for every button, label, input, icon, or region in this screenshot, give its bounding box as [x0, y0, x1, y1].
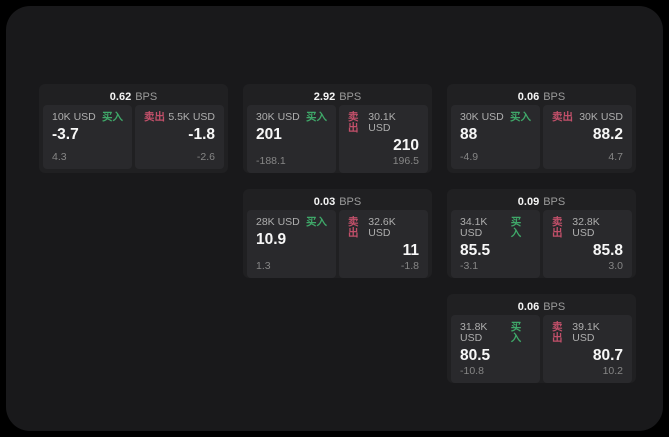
sell-price: -1.8	[188, 126, 215, 143]
buy-amount: 31.8K USD	[460, 321, 488, 344]
bps-unit-label: BPS	[339, 90, 362, 103]
sell-amount: 30K USD	[579, 111, 623, 123]
buy-sub-value: -188.1	[256, 155, 286, 167]
buy-sub-value: 4.3	[52, 151, 67, 163]
sell-sub-value: 196.5	[392, 155, 419, 167]
buy-price: 80.5	[460, 347, 491, 364]
buy-sell-panels: 34.1K USD 买入 85.5 -3.1 卖出 32.8K USD 85.8…	[451, 210, 632, 278]
bps-unit-label: BPS	[339, 195, 362, 208]
buy-sub-value: -10.8	[460, 365, 484, 377]
sell-sub-value: 10.2	[602, 365, 623, 377]
sell-side-label: 卖出	[552, 321, 563, 344]
buy-price: -3.7	[52, 126, 79, 143]
bps-value: 0.09	[517, 195, 540, 208]
buy-side-label: 买入	[306, 216, 327, 228]
bps-header: 0.06 BPS	[451, 298, 632, 315]
buy-sub-value: -3.1	[460, 260, 479, 272]
sell-panel[interactable]: 卖出 30.1K USD 210 196.5	[339, 105, 428, 173]
bps-header: 0.06 BPS	[451, 88, 632, 105]
quote-card: 0.06 BPS 30K USD 买入 88 -4.9 卖出 30K USD	[447, 84, 636, 173]
buy-panel[interactable]: 30K USD 买入 88 -4.9	[451, 105, 540, 169]
buy-side-label: 买入	[510, 111, 531, 123]
bps-header: 0.09 BPS	[451, 193, 632, 210]
sell-side-label: 卖出	[552, 216, 563, 239]
bps-header: 2.92 BPS	[247, 88, 428, 105]
quote-card: 2.92 BPS 30K USD 买入 201 -188.1 卖出 30.1K …	[243, 84, 432, 173]
buy-price: 201	[256, 126, 282, 143]
sell-amount: 32.8K USD	[572, 216, 600, 239]
buy-side-label: 买入	[510, 321, 522, 344]
sell-sub-value: -2.6	[196, 151, 215, 163]
sell-panel[interactable]: 卖出 32.6K USD 11 -1.8	[339, 210, 428, 278]
buy-sub-value: -4.9	[460, 151, 479, 163]
buy-price: 88	[460, 126, 478, 143]
quote-card: 0.62 BPS 10K USD 买入 -3.7 4.3 卖出 5.5K USD	[39, 84, 228, 173]
buy-sell-panels: 28K USD 买入 10.9 1.3 卖出 32.6K USD 11 -1.8	[247, 210, 428, 278]
buy-sell-panels: 30K USD 买入 88 -4.9 卖出 30K USD 88.2 4.7	[451, 105, 632, 169]
bps-value: 2.92	[313, 90, 336, 103]
sell-amount: 5.5K USD	[168, 111, 215, 123]
sell-price: 88.2	[592, 126, 623, 143]
buy-amount: 34.1K USD	[460, 216, 488, 239]
sell-sub-value: 4.7	[608, 151, 623, 163]
sell-panel[interactable]: 卖出 5.5K USD -1.8 -2.6	[135, 105, 224, 169]
quote-card: 0.03 BPS 28K USD 买入 10.9 1.3 卖出 32.6K US…	[243, 189, 432, 278]
sell-side-label: 卖出	[552, 111, 573, 123]
sell-price: 11	[402, 242, 419, 259]
buy-amount: 30K USD	[256, 111, 300, 123]
sell-price: 210	[393, 137, 419, 154]
buy-panel[interactable]: 30K USD 买入 201 -188.1	[247, 105, 336, 173]
bps-unit-label: BPS	[135, 90, 158, 103]
buy-panel[interactable]: 10K USD 买入 -3.7 4.3	[43, 105, 132, 169]
buy-sell-panels: 30K USD 买入 201 -188.1 卖出 30.1K USD 210 1…	[247, 105, 428, 173]
buy-panel[interactable]: 28K USD 买入 10.9 1.3	[247, 210, 336, 278]
bps-value: 0.06	[517, 90, 540, 103]
buy-panel[interactable]: 31.8K USD 买入 80.5 -10.8	[451, 315, 540, 383]
bps-unit-label: BPS	[543, 90, 566, 103]
bps-header: 0.03 BPS	[247, 193, 428, 210]
sell-panel[interactable]: 卖出 32.8K USD 85.8 3.0	[543, 210, 632, 278]
quote-card: 0.06 BPS 31.8K USD 买入 80.5 -10.8 卖出 39.1…	[447, 294, 636, 383]
sell-panel[interactable]: 卖出 30K USD 88.2 4.7	[543, 105, 632, 169]
sell-side-label: 卖出	[348, 216, 359, 239]
bps-unit-label: BPS	[543, 195, 566, 208]
buy-side-label: 买入	[102, 111, 123, 123]
bps-value: 0.62	[109, 90, 132, 103]
buy-sell-panels: 10K USD 买入 -3.7 4.3 卖出 5.5K USD -1.8 -2.…	[43, 105, 224, 169]
quote-card: 0.09 BPS 34.1K USD 买入 85.5 -3.1 卖出 32.8K…	[447, 189, 636, 278]
quote-cards-grid: 0.62 BPS 10K USD 买入 -3.7 4.3 卖出 5.5K USD	[39, 84, 636, 383]
sell-amount: 32.6K USD	[368, 216, 396, 239]
buy-sub-value: 1.3	[256, 260, 271, 272]
buy-amount: 28K USD	[256, 216, 300, 228]
bps-value: 0.03	[313, 195, 336, 208]
sell-price: 85.8	[592, 242, 623, 259]
sell-amount: 30.1K USD	[368, 111, 396, 134]
sell-amount: 39.1K USD	[572, 321, 600, 344]
buy-sell-panels: 31.8K USD 买入 80.5 -10.8 卖出 39.1K USD 80.…	[451, 315, 632, 383]
bps-unit-label: BPS	[543, 300, 566, 313]
sell-sub-value: 3.0	[608, 260, 623, 272]
buy-side-label: 买入	[306, 111, 327, 123]
bps-value: 0.06	[517, 300, 540, 313]
buy-price: 10.9	[256, 231, 287, 248]
sell-price: 80.7	[592, 347, 623, 364]
sell-panel[interactable]: 卖出 39.1K USD 80.7 10.2	[543, 315, 632, 383]
buy-amount: 10K USD	[52, 111, 96, 123]
buy-amount: 30K USD	[460, 111, 504, 123]
bps-header: 0.62 BPS	[43, 88, 224, 105]
buy-price: 85.5	[460, 242, 491, 259]
sell-side-label: 卖出	[348, 111, 359, 134]
buy-panel[interactable]: 34.1K USD 买入 85.5 -3.1	[451, 210, 540, 278]
sell-sub-value: -1.8	[400, 260, 419, 272]
buy-side-label: 买入	[510, 216, 522, 239]
sell-side-label: 卖出	[144, 111, 165, 123]
